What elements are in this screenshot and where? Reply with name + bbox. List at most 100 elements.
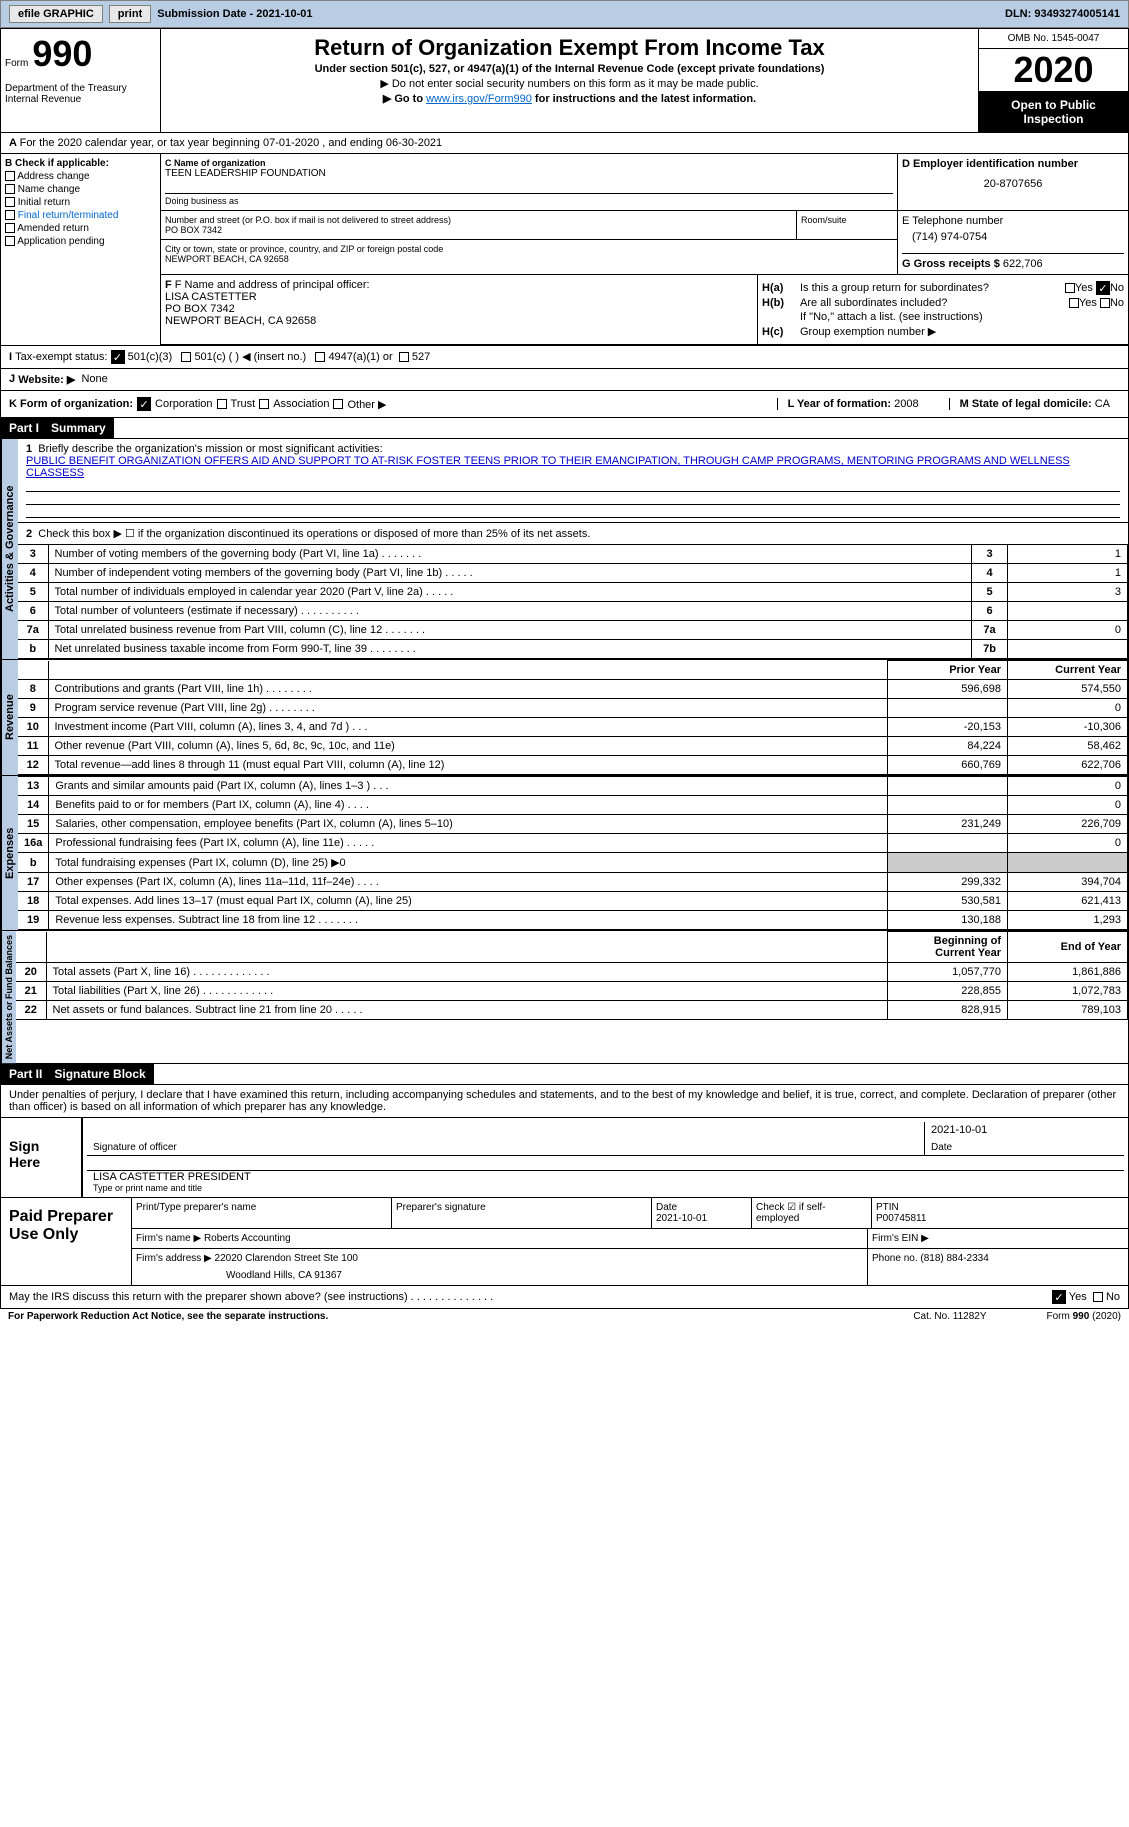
state-domicile: CA (1095, 398, 1110, 410)
officer-addr2: NEWPORT BEACH, CA 92658 (165, 315, 753, 327)
q1-label: Briefly describe the organization's miss… (38, 443, 382, 455)
chk-corp[interactable]: ✓ (137, 397, 151, 411)
expenses-section: Expenses 13Grants and similar amounts pa… (1, 775, 1128, 930)
prep-self-employed: Check ☑ if self-employed (752, 1198, 872, 1228)
sign-here-block: Sign Here 2021-10-01 Signature of office… (1, 1118, 1128, 1198)
section-bcdefgh: B Check if applicable: Address change Na… (1, 154, 1128, 346)
form-container: Form 990 Department of the Treasury Inte… (0, 28, 1129, 1309)
chk-other[interactable] (333, 399, 343, 409)
netassets-section: Net Assets or Fund Balances Beginning of… (1, 930, 1128, 1063)
discuss-yes[interactable]: ✓ (1052, 1290, 1066, 1304)
hb-no[interactable] (1100, 298, 1110, 308)
chk-name-change[interactable] (5, 184, 15, 194)
print-btn[interactable]: print (109, 5, 151, 23)
room-label: Room/suite (797, 211, 897, 239)
chk-final-return[interactable] (5, 210, 15, 220)
prep-sig-label: Preparer's signature (392, 1198, 652, 1228)
signature-intro: Under penalties of perjury, I declare th… (1, 1085, 1128, 1118)
officer-name: LISA CASTETTER (165, 291, 753, 303)
ptin: P00745811 (876, 1213, 1124, 1224)
row-k-org-form: K Form of organization: ✓ Corporation Tr… (1, 391, 1128, 418)
chk-501c3[interactable]: ✓ (111, 350, 125, 364)
hb-label: Are all subordinates included? (800, 297, 947, 309)
footer: For Paperwork Reduction Act Notice, see … (0, 1309, 1129, 1324)
sign-date: 2021-10-01 (924, 1122, 1124, 1140)
submission-date: Submission Date - 2021-10-01 (157, 8, 312, 20)
governance-section: Activities & Governance 1 Briefly descri… (1, 439, 1128, 659)
chk-4947[interactable] (315, 352, 325, 362)
city-label: City or town, state or province, country… (165, 244, 893, 254)
efile-btn[interactable]: efile GRAPHIC (9, 5, 103, 23)
part1-header: Part ISummary (1, 418, 1128, 439)
vert-revenue: Revenue (1, 660, 18, 775)
col-b-checkboxes: B Check if applicable: Address change Na… (1, 154, 161, 345)
form-header: Form 990 Department of the Treasury Inte… (1, 29, 1128, 133)
e-label: E Telephone number (902, 215, 1124, 227)
discuss-no[interactable] (1093, 1292, 1103, 1302)
city-value: NEWPORT BEACH, CA 92658 (165, 254, 893, 264)
h-note: If "No," attach a list. (see instruction… (800, 311, 1124, 323)
ha-no[interactable]: ✓ (1096, 281, 1110, 295)
ein-value: 20-8707656 (902, 178, 1124, 190)
tax-year: 2020 (979, 49, 1128, 92)
dln: DLN: 93493274005141 (1005, 8, 1120, 20)
firm-addr: 22020 Clarendon Street Ste 100 (215, 1253, 358, 1264)
hb-yes[interactable] (1069, 298, 1079, 308)
subtitle-1: Under section 501(c), 527, or 4947(a)(1)… (167, 63, 972, 75)
omb-number: OMB No. 1545-0047 (979, 29, 1128, 49)
firm-addr2: Woodland Hills, CA 91367 (226, 1270, 863, 1281)
g-label: G Gross receipts $ (902, 258, 1000, 270)
prep-date: 2021-10-01 (656, 1213, 747, 1224)
firm-ein-label: Firm's EIN ▶ (868, 1229, 1128, 1248)
irs-link[interactable]: www.irs.gov/Form990 (426, 93, 532, 105)
chk-501c[interactable] (181, 352, 191, 362)
dba-label: Doing business as (165, 193, 893, 206)
street-label: Number and street (or P.O. box if mail i… (165, 215, 792, 225)
sig-officer-label: Signature of officer (87, 1140, 183, 1155)
form-label: Form (5, 58, 28, 69)
mission-text: PUBLIC BENEFIT ORGANIZATION OFFERS AID A… (26, 455, 1120, 479)
row-a-period: A For the 2020 calendar year, or tax yea… (1, 133, 1128, 154)
revenue-section: Revenue Prior YearCurrent Year8Contribut… (1, 659, 1128, 775)
chk-assoc[interactable] (259, 399, 269, 409)
chk-trust[interactable] (217, 399, 227, 409)
org-name: TEEN LEADERSHIP FOUNDATION (165, 168, 893, 179)
form-number: 990 (32, 33, 92, 75)
officer-addr1: PO BOX 7342 (165, 303, 753, 315)
d-label: D Employer identification number (902, 158, 1124, 170)
ha-label: Is this a group return for subordinates? (800, 282, 989, 294)
q2-text: Check this box ▶ ☐ if the organization d… (38, 528, 590, 540)
department: Department of the Treasury Internal Reve… (5, 83, 156, 105)
sign-here-label: Sign Here (1, 1118, 81, 1197)
c-label: C Name of organization (165, 158, 893, 168)
chk-amended[interactable] (5, 223, 15, 233)
chk-initial-return[interactable] (5, 197, 15, 207)
vert-governance: Activities & Governance (1, 439, 18, 659)
form-ref: Form 990 (2020) (1047, 1311, 1121, 1322)
gross-receipts: 622,706 (1003, 258, 1043, 270)
year-formation: 2008 (894, 398, 918, 410)
f-label: F Name and address of principal officer: (175, 279, 370, 291)
chk-address-change[interactable] (5, 171, 15, 181)
row-j-website: J Website: ▶ None (1, 369, 1128, 391)
paid-preparer-block: Paid Preparer Use Only Print/Type prepar… (1, 1198, 1128, 1286)
topbar: efile GRAPHIC print Submission Date - 20… (0, 0, 1129, 28)
ha-yes[interactable] (1065, 283, 1075, 293)
open-to-public: Open to Public Inspection (979, 92, 1128, 132)
chk-527[interactable] (399, 352, 409, 362)
main-title: Return of Organization Exempt From Incom… (167, 35, 972, 61)
discuss-row: May the IRS discuss this return with the… (1, 1286, 1128, 1308)
subtitle-3: ▶ Go to www.irs.gov/Form990 for instruct… (167, 92, 972, 105)
subtitle-2: ▶ Do not enter social security numbers o… (167, 77, 972, 90)
street-value: PO BOX 7342 (165, 225, 792, 235)
prep-name-label: Print/Type preparer's name (132, 1198, 392, 1228)
website-value: None (81, 373, 107, 386)
firm-name: Roberts Accounting (204, 1233, 291, 1244)
sig-date-label: Date (924, 1140, 1124, 1155)
cat-no: Cat. No. 11282Y (913, 1311, 986, 1322)
chk-app-pending[interactable] (5, 236, 15, 246)
row-i-tax-status: I Tax-exempt status: ✓ 501(c)(3) 501(c) … (1, 346, 1128, 369)
paid-preparer-label: Paid Preparer Use Only (1, 1198, 131, 1285)
hc-label: Group exemption number ▶ (800, 325, 936, 338)
phone-value: (714) 974-0754 (912, 231, 1124, 243)
